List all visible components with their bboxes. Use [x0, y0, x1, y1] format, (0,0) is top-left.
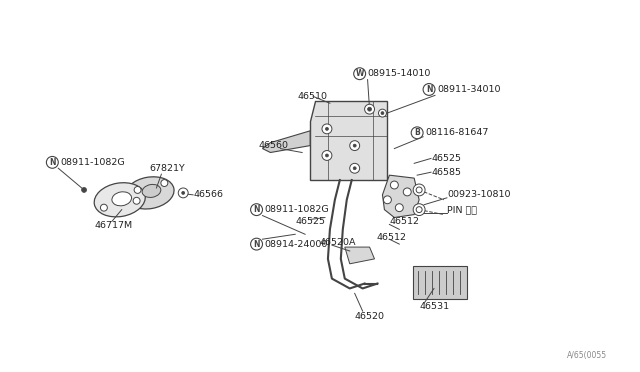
Text: B: B	[414, 128, 420, 137]
Text: 08116-81647: 08116-81647	[425, 128, 488, 137]
Circle shape	[251, 204, 262, 215]
Circle shape	[396, 204, 403, 212]
Text: 46560: 46560	[259, 141, 289, 150]
Text: A/65(0055: A/65(0055	[567, 351, 607, 360]
Text: 46525: 46525	[431, 154, 461, 163]
Text: 46512: 46512	[376, 233, 406, 242]
Circle shape	[349, 141, 360, 151]
Circle shape	[349, 163, 360, 173]
Text: 67821Y: 67821Y	[150, 164, 185, 173]
Polygon shape	[345, 247, 374, 264]
Circle shape	[182, 192, 185, 195]
Text: 46510: 46510	[297, 92, 327, 101]
Circle shape	[365, 104, 374, 114]
Circle shape	[423, 84, 435, 95]
Circle shape	[179, 188, 188, 198]
Text: 46585: 46585	[431, 168, 461, 177]
Circle shape	[403, 188, 412, 196]
Polygon shape	[383, 175, 419, 218]
Circle shape	[416, 187, 422, 193]
Ellipse shape	[142, 185, 161, 198]
Circle shape	[326, 154, 328, 157]
Circle shape	[413, 204, 425, 215]
Circle shape	[354, 68, 365, 80]
Circle shape	[416, 207, 422, 212]
Circle shape	[383, 196, 392, 204]
Text: N: N	[426, 85, 432, 94]
Circle shape	[322, 124, 332, 134]
Circle shape	[81, 187, 86, 192]
Circle shape	[378, 109, 387, 117]
Text: N: N	[253, 205, 260, 214]
Text: 08914-24000: 08914-24000	[264, 240, 328, 248]
Circle shape	[251, 238, 262, 250]
Ellipse shape	[94, 183, 145, 217]
Text: 08911-34010: 08911-34010	[437, 85, 500, 94]
Text: 46520A: 46520A	[320, 238, 356, 247]
Circle shape	[353, 144, 356, 147]
Text: 46531: 46531	[419, 302, 449, 311]
Polygon shape	[262, 131, 310, 153]
Circle shape	[353, 167, 356, 170]
Circle shape	[390, 181, 398, 189]
Polygon shape	[310, 101, 387, 180]
Text: 46520: 46520	[355, 311, 385, 321]
Ellipse shape	[125, 177, 174, 209]
Circle shape	[161, 180, 168, 186]
Text: 46717M: 46717M	[95, 221, 133, 230]
Text: 08911-1082G: 08911-1082G	[60, 158, 125, 167]
Circle shape	[100, 204, 108, 211]
Circle shape	[367, 107, 372, 111]
Ellipse shape	[112, 192, 132, 206]
Circle shape	[322, 151, 332, 160]
Text: 08911-1082G: 08911-1082G	[264, 205, 329, 214]
Text: 46512: 46512	[389, 217, 419, 226]
Circle shape	[46, 157, 58, 168]
FancyBboxPatch shape	[413, 266, 467, 299]
Text: 08915-14010: 08915-14010	[367, 69, 431, 78]
Circle shape	[326, 127, 328, 130]
Text: 46566: 46566	[193, 190, 223, 199]
Text: N: N	[253, 240, 260, 248]
Text: PIN ピン: PIN ピン	[447, 205, 477, 214]
Circle shape	[412, 127, 423, 139]
Text: 46525: 46525	[295, 217, 325, 226]
Circle shape	[133, 197, 140, 204]
Circle shape	[381, 112, 384, 115]
Text: 00923-10810: 00923-10810	[447, 190, 510, 199]
Text: N: N	[49, 158, 56, 167]
Circle shape	[134, 186, 141, 193]
Circle shape	[413, 184, 425, 196]
Text: W: W	[355, 69, 364, 78]
